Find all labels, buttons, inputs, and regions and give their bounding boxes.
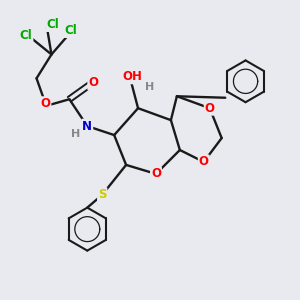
- Text: O: O: [151, 167, 161, 180]
- Text: Cl: Cl: [20, 28, 32, 41]
- Text: O: O: [199, 155, 209, 168]
- Text: Cl: Cl: [46, 18, 59, 31]
- Text: O: O: [88, 76, 98, 89]
- Text: Cl: Cl: [64, 24, 77, 37]
- Text: OH: OH: [122, 70, 142, 83]
- Text: H: H: [146, 82, 154, 92]
- Text: N: N: [82, 120, 92, 133]
- Text: H: H: [71, 129, 80, 139]
- Text: O: O: [205, 102, 215, 115]
- Text: O: O: [40, 97, 50, 110]
- Text: S: S: [98, 188, 106, 201]
